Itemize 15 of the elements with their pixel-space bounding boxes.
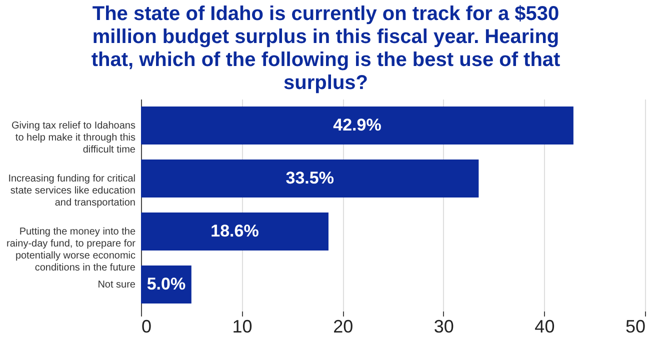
x-tick-label: 20	[333, 316, 354, 336]
y-tick-label: Giving tax relief to Idahoans to help make it through this difficult time	[12, 120, 136, 156]
data-label: 42.9%	[333, 116, 382, 134]
x-tick-label: 0	[142, 316, 152, 336]
x-tick-label: 30	[434, 316, 454, 336]
y-tick-label: Putting the money into the rainy-day fund, to prepare for potentially worse economic conditions in the future	[6, 226, 136, 274]
data-label: 33.5%	[286, 168, 334, 188]
data-label: 18.6%	[210, 222, 259, 240]
x-tick-label: 10	[232, 316, 252, 336]
chart-title: The state of Idaho is currently on track for a $530 million budget surplus in this fiscal year. Hearing that, which of the following is the best use of that surplus?	[91, 3, 561, 94]
x-tick-label: 40	[534, 316, 555, 336]
x-tick-label: 50	[625, 316, 646, 336]
data-label: 5.0%	[146, 274, 186, 294]
y-tick-label: Not sure	[98, 280, 136, 290]
y-tick-label: Increasing funding for critical state services like education and transportation	[8, 174, 136, 208]
